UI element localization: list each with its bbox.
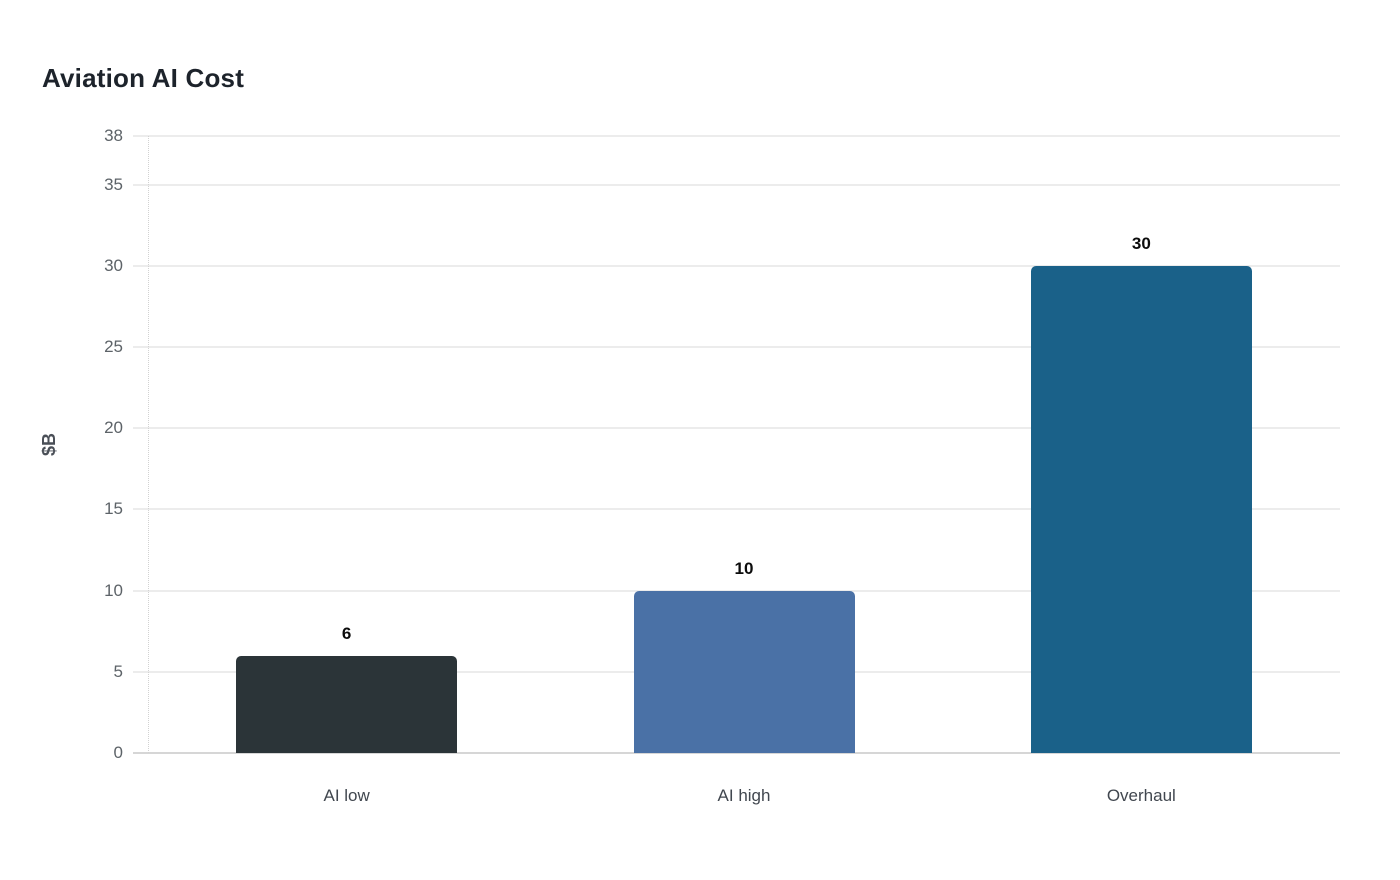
- gridline-35: [133, 183, 1340, 186]
- gridline-0: [133, 752, 1340, 754]
- bar-value-label-1: 10: [734, 558, 754, 578]
- gridline-20: [133, 427, 1340, 430]
- y-tick-label-30: 30: [104, 255, 123, 275]
- bar-overhaul: [1030, 265, 1252, 753]
- y-tick-label-5: 5: [113, 661, 123, 681]
- y-tick-label-0: 0: [113, 743, 123, 762]
- gridline-25: [133, 346, 1340, 349]
- y-axis-line: [148, 136, 149, 753]
- y-tick-label-38: 38: [104, 126, 123, 145]
- gridline-38: [133, 135, 1340, 137]
- chart-title: Aviation AI Cost: [42, 63, 245, 93]
- gridline-15: [133, 508, 1340, 511]
- x-category-label-1: AI high: [717, 786, 771, 805]
- y-tick-label-15: 15: [104, 499, 123, 519]
- y-tick-label-10: 10: [104, 580, 123, 600]
- y-tick-label-35: 35: [104, 174, 123, 194]
- bar-ai-high: [633, 590, 855, 753]
- y-tick-label-20: 20: [104, 418, 123, 438]
- bar-ai-low: [236, 655, 458, 753]
- gridline-30: [133, 264, 1340, 267]
- plot-area: 0 5 10 15 20 25 30 35 38 6 10 30 AI low AI high Over…: [104, 126, 1340, 805]
- x-category-label-0: AI low: [323, 786, 370, 805]
- bar-value-label-0: 6: [341, 623, 352, 643]
- y-tick-label-25: 25: [104, 337, 123, 357]
- x-category-label-2: Overhaul: [1106, 786, 1176, 805]
- bar-value-label-2: 30: [1131, 233, 1151, 253]
